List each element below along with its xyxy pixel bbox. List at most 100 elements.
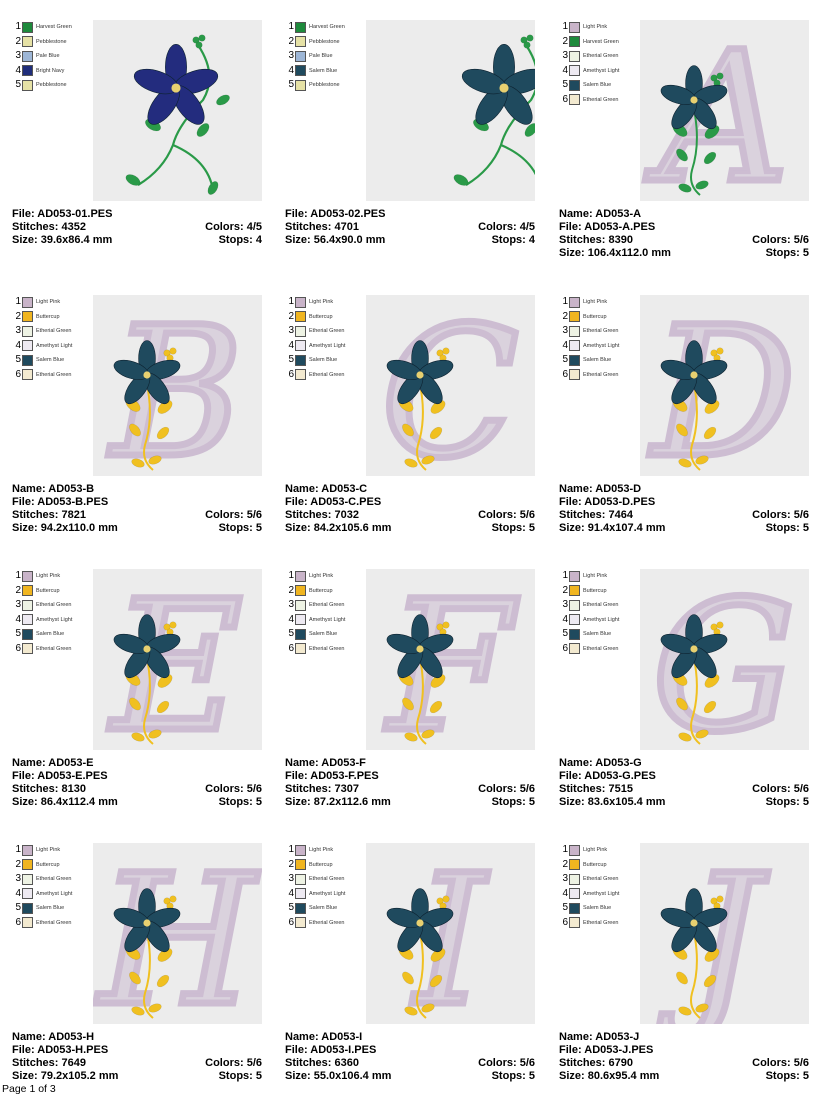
thread-number: 2 (288, 584, 294, 596)
thread-name: Buttercup (583, 313, 607, 320)
thread-number: 6 (15, 916, 21, 928)
thread-swatch (295, 643, 306, 655)
leaf (404, 732, 418, 742)
page-number: Page 1 of 3 (2, 1083, 56, 1095)
thread-name: Amethyst Light (309, 616, 346, 623)
thread-name: Buttercup (309, 861, 333, 868)
thread-number: 1 (15, 570, 21, 582)
design-size: Size: 55.0x106.4 mm (285, 1070, 392, 1082)
thread-color-row: 2 Pebblestone (285, 35, 365, 50)
thread-name: Salem Blue (583, 82, 612, 89)
thread-color-row: 4 Amethyst Light (285, 339, 365, 354)
stop-count: Stops: 4 (491, 234, 535, 246)
thread-color-row: 4 Amethyst Light (559, 339, 639, 354)
info-line: Size: 91.4x107.4 mm Stops: 5 (559, 522, 809, 535)
thread-number: 5 (562, 354, 568, 366)
thread-swatch (295, 917, 306, 929)
leaf (402, 423, 414, 437)
thread-color-row: 1 Light Pink (285, 295, 365, 310)
thread-color-row: 2 Buttercup (12, 584, 92, 599)
color-count: Colors: 5/6 (478, 509, 535, 521)
thread-number: 1 (15, 844, 21, 856)
thread-swatch (22, 643, 33, 655)
design-card: 1 Light Pink 2 Buttercup 3 Etherial Green 4 Ame… (547, 843, 819, 1096)
thread-name: Light Pink (36, 847, 61, 854)
info-line: Name: AD053-E (12, 757, 262, 770)
leaf (148, 1003, 162, 1013)
leaf (695, 455, 709, 465)
leaf (703, 974, 717, 988)
thread-swatch (22, 859, 33, 871)
thread-color-row: 5 Salem Blue (285, 901, 365, 916)
vine-stem (143, 937, 154, 1019)
thread-number: 3 (288, 873, 294, 885)
leaf (421, 455, 435, 465)
berry-cluster (710, 621, 724, 636)
thread-swatch (569, 79, 580, 91)
leaf (676, 423, 688, 437)
thread-name: Amethyst Light (36, 342, 73, 349)
embroidery-preview-image: GG (649, 569, 800, 750)
design-info: Name: AD053-E File: AD053-E.PES Stitches: … (12, 757, 262, 809)
vine-stem (690, 114, 701, 196)
thread-name: Etherial Green (583, 919, 619, 926)
design-size: Size: 39.6x86.4 mm (12, 234, 113, 246)
design-card: 1 Light Pink 2 Buttercup 3 Etherial Green 4 Ame… (273, 295, 545, 568)
design-name: Name: AD053-H (12, 1031, 95, 1043)
thread-swatch (22, 628, 33, 640)
info-line: Size: 84.2x105.6 mm Stops: 5 (285, 522, 535, 535)
thread-color-row: 3 Etherial Green (285, 324, 365, 339)
thread-number: 6 (562, 368, 568, 380)
thread-color-row: 4 Amethyst Light (559, 64, 639, 79)
stop-count: Stops: 4 (218, 234, 262, 246)
thread-swatch (295, 65, 306, 77)
monogram-letter-fill: D (649, 295, 796, 476)
thread-swatch (569, 65, 580, 77)
design-info: Name: AD053-H File: AD053-H.PES Stitches: … (12, 1031, 262, 1083)
info-line: Stitches: 7821 Colors: 5/6 (12, 509, 262, 522)
flower (461, 43, 535, 125)
thread-color-row: 1 Light Pink (285, 569, 365, 584)
stitch-count: Stitches: 6790 (559, 1057, 633, 1069)
thread-number: 6 (288, 916, 294, 928)
leaf (678, 183, 692, 193)
thread-number: 2 (562, 35, 568, 47)
embroidery-preview-image: BB (104, 295, 246, 476)
thread-number: 2 (15, 858, 21, 870)
design-size: Size: 56.4x90.0 mm (285, 234, 386, 246)
flower (113, 888, 181, 953)
thread-color-row: 4 Bright Navy (12, 64, 92, 79)
flower (113, 340, 181, 405)
thread-color-row: 1 Light Pink (12, 843, 92, 858)
thread-number: 2 (15, 35, 21, 47)
design-name: Name: AD053-F (285, 757, 366, 769)
flower (660, 888, 728, 953)
stop-count: Stops: 5 (491, 1070, 535, 1082)
info-line: Stitches: 8130 Colors: 5/6 (12, 783, 262, 796)
thread-swatch (22, 296, 33, 308)
thread-color-row: 2 Buttercup (559, 858, 639, 873)
vine-stem (143, 663, 154, 745)
design-preview (366, 20, 535, 201)
design-name: Name: AD053-B (12, 483, 95, 495)
thread-name: Pebblestone (36, 38, 67, 45)
thread-color-row: 1 Light Pink (12, 569, 92, 584)
design-file: File: AD053-F.PES (285, 770, 379, 782)
design-card: 1 Light Pink 2 Buttercup 3 Etherial Green 4 Ame… (0, 843, 272, 1096)
info-line: Stitches: 8390 Colors: 5/6 (559, 234, 809, 247)
thread-color-row: 3 Etherial Green (285, 872, 365, 887)
thread-name: Light Pink (309, 573, 334, 580)
design-card: 1 Harvest Green 2 Pebblestone 3 Pale Blue 4 Sal… (273, 20, 545, 293)
thread-number: 3 (15, 50, 21, 62)
thread-color-row: 3 Etherial Green (12, 872, 92, 887)
design-size: Size: 84.2x105.6 mm (285, 522, 392, 534)
thread-name: Etherial Green (583, 328, 619, 335)
info-line: Name: AD053-J (559, 1031, 809, 1044)
thread-swatch (295, 902, 306, 914)
thread-swatch (569, 325, 580, 337)
embroidery-preview-image (453, 34, 535, 186)
design-info: Name: AD053-A File: AD053-A.PES Stitches: … (559, 208, 809, 260)
design-info: File: AD053-01.PES Stitches: 4352 Colors: … (12, 208, 262, 247)
